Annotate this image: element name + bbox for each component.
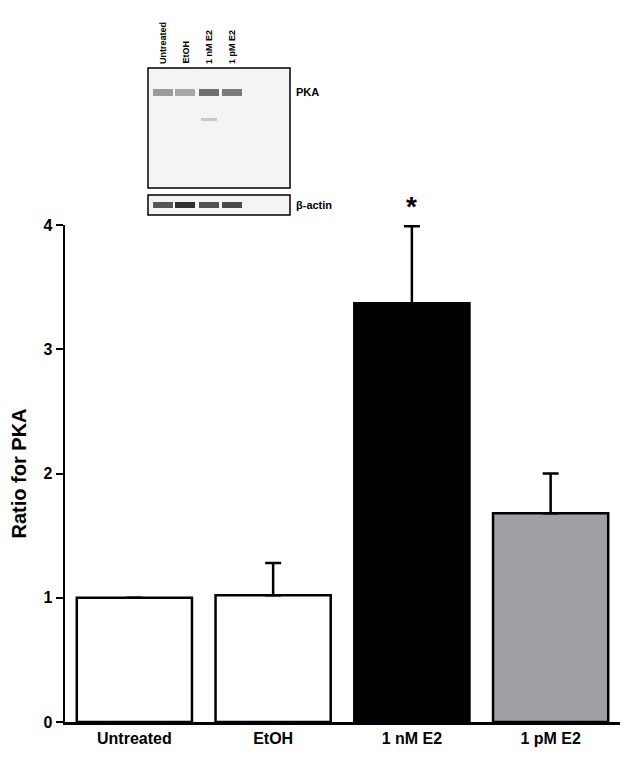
svg-text:4: 4 [43,217,52,234]
svg-text:1 nM E2: 1 nM E2 [204,30,214,64]
svg-text:*: * [406,191,417,222]
svg-text:Untreated: Untreated [158,22,168,64]
svg-text:2: 2 [43,465,52,482]
svg-text:EtOH: EtOH [181,41,191,64]
svg-text:1: 1 [43,589,52,606]
svg-text:3: 3 [43,341,52,358]
svg-text:β-actin: β-actin [296,199,332,211]
svg-text:1 pM E2: 1 pM E2 [227,30,237,64]
svg-text:1 nM E2: 1 nM E2 [382,730,443,747]
svg-text:1 pM E2: 1 pM E2 [520,730,581,747]
svg-text:Untreated: Untreated [97,730,172,747]
svg-text:PKA: PKA [296,86,319,98]
svg-text:0: 0 [43,714,52,731]
svg-text:EtOH: EtOH [253,730,293,747]
svg-text:Ratio for PKA: Ratio for PKA [8,409,30,539]
